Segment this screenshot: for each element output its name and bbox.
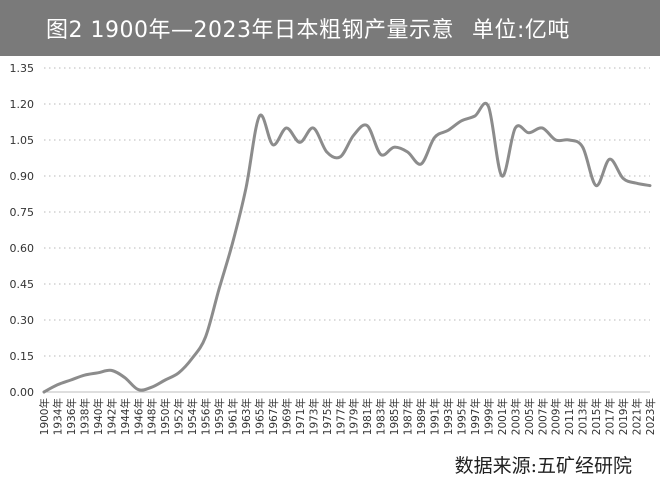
chart-plot: 0.00 0.15 0.30 0.45 0.60 0.75 0.90 1.05 1.20 1.35…: [10, 62, 658, 435]
x-tick-label: 2005年: [523, 398, 536, 435]
x-tick-label: 1944年: [119, 398, 132, 435]
y-tick-label: 1.05: [10, 134, 35, 147]
x-tick-label: 1975年: [321, 398, 334, 435]
x-tick-label: 1983年: [375, 398, 388, 435]
x-tick-label: 2011年: [563, 398, 576, 435]
x-tick-label: 1936年: [65, 398, 78, 435]
x-tick-label: 1948年: [146, 398, 159, 435]
x-tick-label: 2013年: [577, 398, 590, 435]
x-tick-label: 1959年: [213, 398, 226, 435]
y-tick-label: 0.00: [10, 386, 35, 399]
x-tick-label: 1977年: [334, 398, 347, 435]
x-tick-label: 1971年: [294, 398, 307, 435]
x-tick-label: 1946年: [132, 398, 145, 435]
y-tick-label: 0.90: [10, 170, 35, 183]
x-tick-label: 2007年: [536, 398, 549, 435]
x-tick-label: 2023年: [644, 398, 657, 435]
x-tick-label: 1991年: [429, 398, 442, 435]
unit-label: 单位:亿吨: [471, 18, 570, 43]
x-tick-label: 1954年: [186, 398, 199, 435]
x-tick-label: 1967年: [267, 398, 280, 435]
x-tick-label: 1993年: [442, 398, 455, 435]
x-tick-label: 1950年: [159, 398, 172, 435]
x-tick-label: 1938年: [78, 398, 91, 435]
x-tick-label: 1995年: [455, 398, 468, 435]
x-tick-label: 1969年: [280, 398, 293, 435]
x-tick-label: 2003年: [509, 398, 522, 435]
x-tick-label: 1987年: [402, 398, 415, 435]
x-tick-label: 1985年: [388, 398, 401, 435]
y-tick-label: 0.60: [10, 242, 35, 255]
x-tick-label: 1956年: [200, 398, 213, 435]
x-tick-label: 1997年: [469, 398, 482, 435]
x-tick-label: 2001年: [496, 398, 509, 435]
x-tick-label: 1940年: [92, 398, 105, 435]
x-tick-label: 1973年: [307, 398, 320, 435]
y-tick-label: 1.20: [10, 98, 35, 111]
x-tick-label: 1979年: [348, 398, 361, 435]
x-tick-label: 1999年: [482, 398, 495, 435]
x-tick-label: 1961年: [227, 398, 240, 435]
y-tick-label: 0.45: [10, 278, 35, 291]
x-tick-label: 1981年: [361, 398, 374, 435]
series-line: [42, 101, 652, 394]
x-tick-label: 1952年: [173, 398, 186, 435]
source-note: 数据来源:五矿经研院: [454, 455, 632, 477]
x-tick-label: 1963年: [240, 398, 253, 435]
y-tick-label: 1.35: [10, 62, 35, 75]
title-bar: 图2 1900年—2023年日本粗钢产量示意 单位:亿吨: [0, 0, 660, 56]
x-tick-label: 2017年: [604, 398, 617, 435]
x-tick-label: 2009年: [550, 398, 563, 435]
y-tick-label: 0.15: [10, 350, 35, 363]
chart-title: 图2 1900年—2023年日本粗钢产量示意: [46, 18, 454, 43]
x-tick-label: 2019年: [617, 398, 630, 435]
x-tick-label: 1989年: [415, 398, 428, 435]
x-tick-label: 1965年: [253, 398, 266, 435]
x-tick-label: 2021年: [631, 398, 644, 435]
y-tick-label: 0.30: [10, 314, 35, 327]
x-tick-label: 1934年: [51, 398, 64, 435]
x-tick-label: 1900年: [38, 398, 51, 435]
x-tick-label: 1942年: [105, 398, 118, 435]
y-tick-label: 0.75: [10, 206, 35, 219]
x-tick-label: 2015年: [590, 398, 603, 435]
